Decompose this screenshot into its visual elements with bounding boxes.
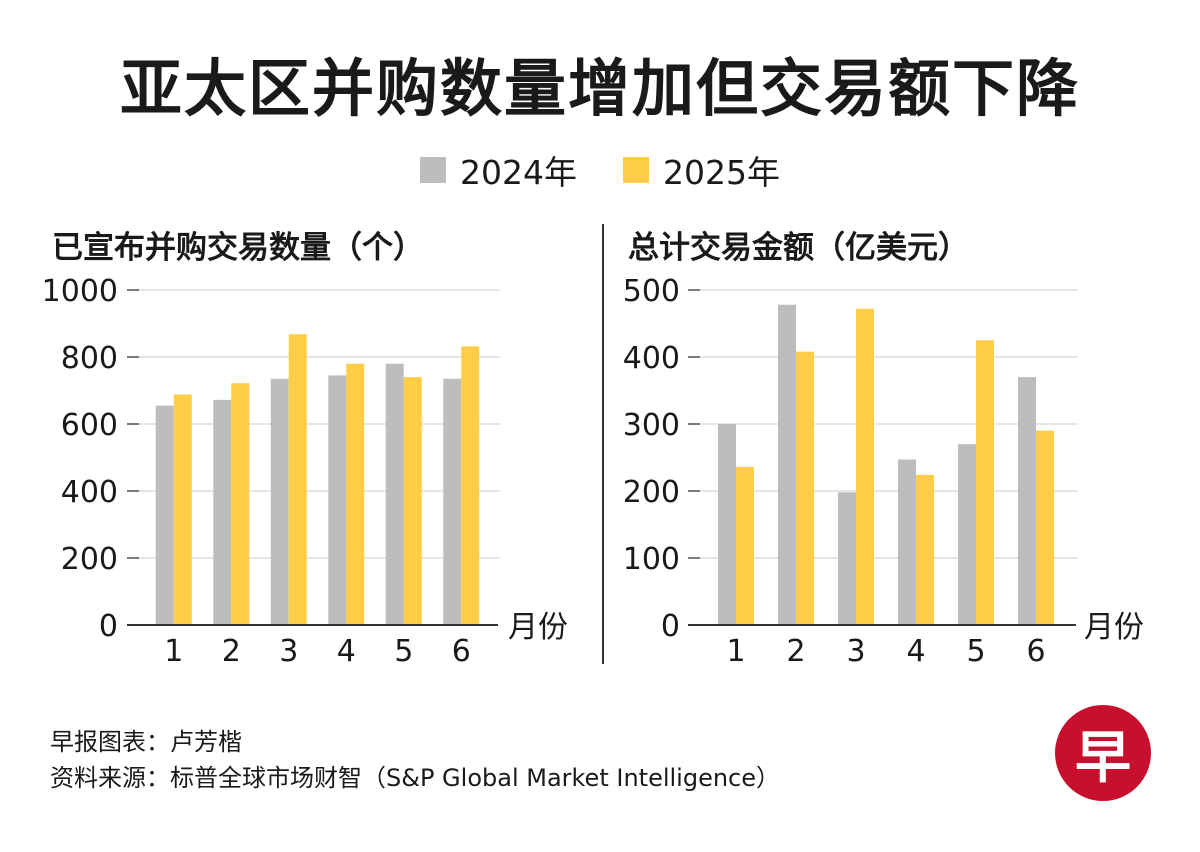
bar-2024-month-3 (838, 492, 856, 625)
bar-2025-month-4 (916, 475, 934, 625)
bar-2024-month-1 (156, 406, 174, 625)
bar-2025-month-3 (856, 309, 874, 625)
y-tick-label: 0 (99, 609, 118, 644)
x-tick-label: 4 (906, 634, 925, 669)
bar-2025-month-2 (231, 383, 249, 625)
legend-swatch-2025 (623, 157, 649, 183)
x-tick-label: 6 (452, 634, 471, 669)
y-tick-label: 600 (61, 408, 118, 443)
x-tick-label: 6 (1026, 634, 1045, 669)
legend-label-2024: 2024年 (460, 146, 577, 194)
bar-2025-month-3 (289, 334, 307, 625)
bar-2025-month-6 (1036, 431, 1054, 625)
bar-2025-month-5 (404, 377, 422, 625)
x-tick-label: 1 (726, 634, 745, 669)
bar-2024-month-1 (718, 424, 736, 625)
bar-2024-month-6 (443, 379, 461, 625)
y-tick-label: 400 (623, 341, 680, 376)
y-tick-label: 800 (61, 341, 118, 376)
right-chart-title: 总计交易金额（亿美元） (628, 222, 969, 267)
bar-2025-month-5 (976, 340, 994, 625)
x-tick-label: 2 (222, 634, 241, 669)
bar-2025-month-6 (461, 346, 479, 625)
bar-2025-month-4 (346, 364, 364, 625)
x-tick-label: 3 (846, 634, 865, 669)
x-axis-label: 月份 (1084, 610, 1144, 645)
deal-count-chart: 0 200 400 600 800 1000 1 2 3 4 5 6 月份 (0, 270, 600, 680)
legend-swatch-2024 (420, 157, 446, 183)
bar-2024-month-3 (271, 379, 289, 625)
bar-2025-month-1 (736, 467, 754, 625)
bar-2024-month-5 (958, 444, 976, 625)
x-tick-label: 4 (337, 634, 356, 669)
legend-item-2024: 2024年 (420, 146, 577, 194)
x-tick-label: 2 (786, 634, 805, 669)
legend: 2024年 2025年 (0, 146, 1200, 194)
x-tick-label: 1 (164, 634, 183, 669)
y-tick-label: 100 (623, 542, 680, 577)
bar-2025-month-1 (174, 395, 192, 625)
legend-label-2025: 2025年 (663, 146, 780, 194)
x-tick-label: 5 (966, 634, 985, 669)
zaobao-logo: 早 (1055, 705, 1151, 801)
y-tick-label: 200 (623, 475, 680, 510)
credit-text: 早报图表：卢芳楷 (50, 722, 242, 757)
bar-2024-month-2 (778, 305, 796, 625)
bar-2025-month-2 (796, 352, 814, 625)
y-tick-label: 300 (623, 408, 680, 443)
bar-2024-month-5 (386, 364, 404, 625)
bar-2024-month-2 (213, 400, 231, 625)
x-axis-label: 月份 (508, 610, 568, 645)
y-tick-label: 500 (623, 274, 680, 309)
bar-2024-month-6 (1018, 377, 1036, 625)
y-tick-label: 400 (61, 475, 118, 510)
bar-2024-month-4 (898, 460, 916, 625)
deal-value-chart: 0 100 200 300 400 500 1 2 3 4 5 6 月份 (600, 270, 1200, 680)
left-chart-title: 已宣布并购交易数量（个） (52, 222, 424, 267)
chart-title: 亚太区并购数量增加但交易额下降 (0, 38, 1200, 128)
x-tick-label: 3 (279, 634, 298, 669)
y-tick-label: 1000 (42, 274, 118, 309)
bar-2024-month-4 (328, 375, 346, 625)
source-text: 资料来源：标普全球市场财智（S&P Global Market Intellig… (50, 758, 780, 793)
x-tick-label: 5 (394, 634, 413, 669)
y-tick-label: 0 (661, 609, 680, 644)
legend-item-2025: 2025年 (623, 146, 780, 194)
y-tick-label: 200 (61, 542, 118, 577)
